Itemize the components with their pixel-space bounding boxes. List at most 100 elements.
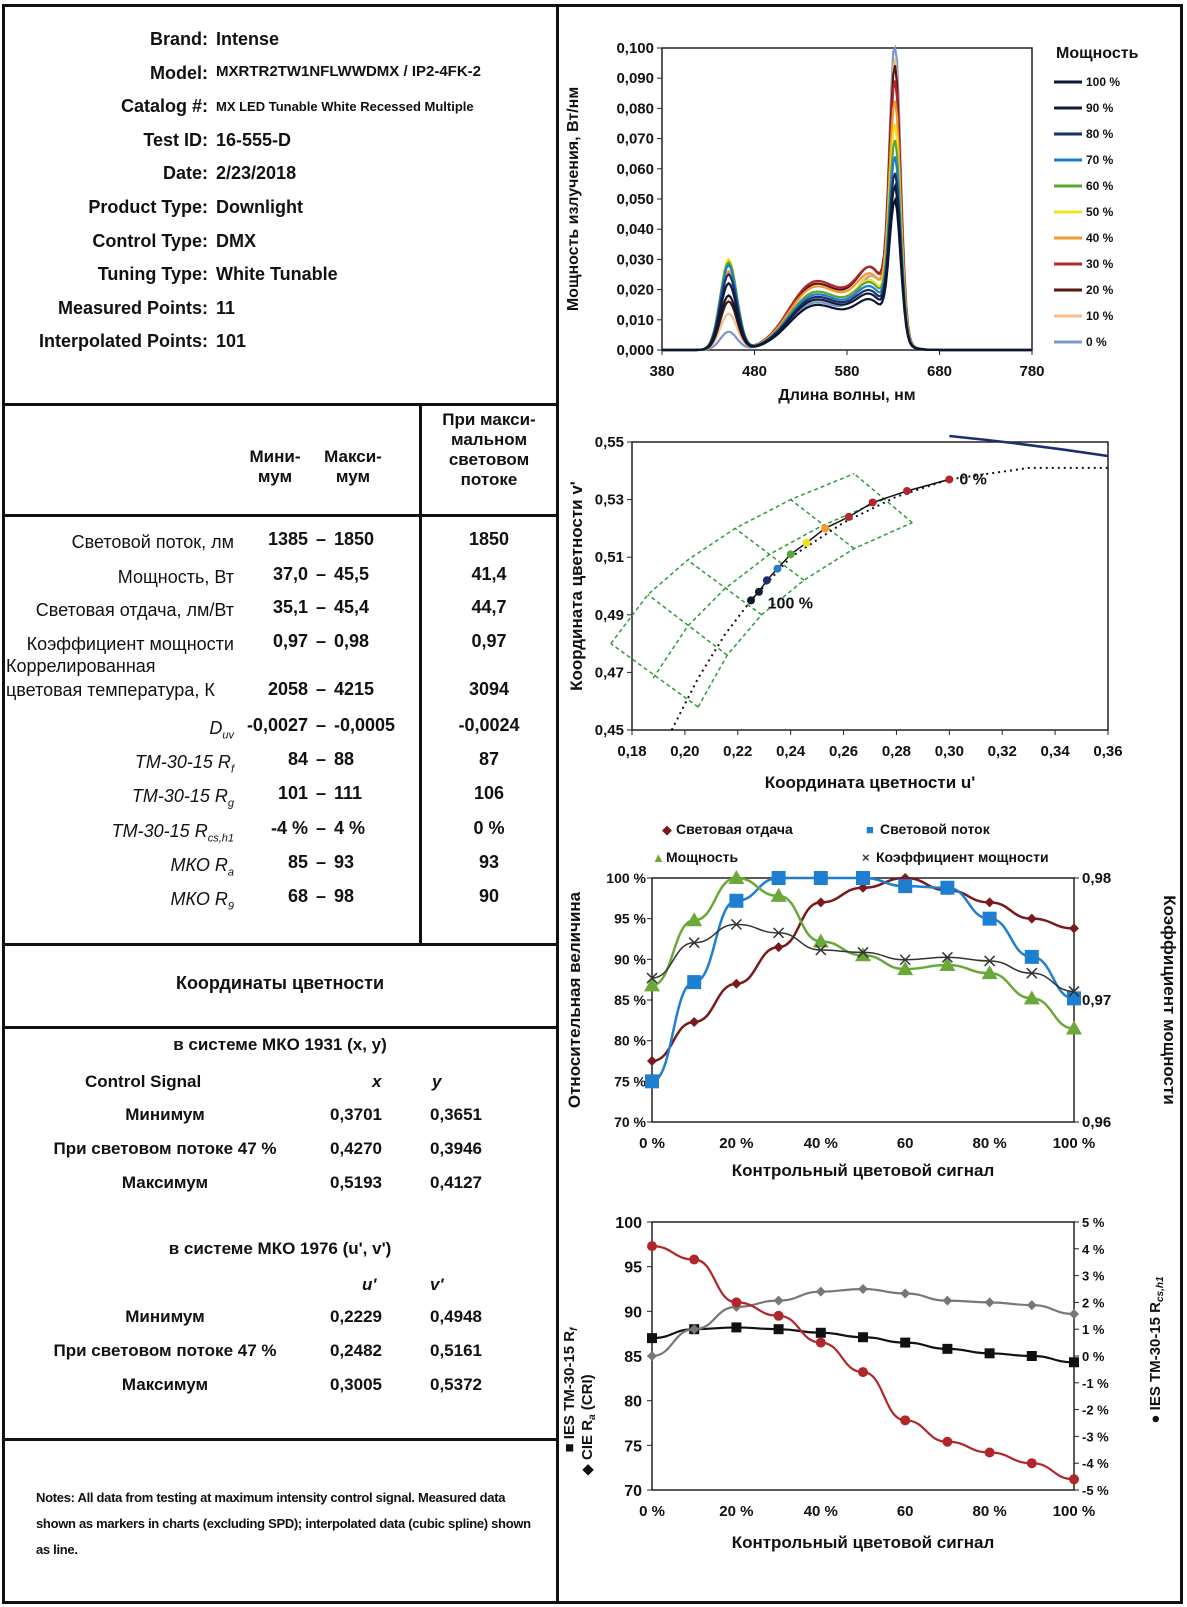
info-label: Measured Points:	[57, 297, 208, 318]
metric-label-sub: 9	[227, 900, 234, 913]
y2-tick-label: 1 %	[1082, 1322, 1105, 1337]
data-marker	[771, 871, 786, 885]
quadrangle-edge	[687, 559, 763, 616]
info-label: Model:	[150, 62, 208, 83]
plot-area	[651, 877, 1075, 1123]
data-marker	[815, 1327, 826, 1338]
metric-min: 85	[287, 852, 308, 872]
info-value: Downlight	[216, 197, 303, 217]
cie1931-row-x: 0,5193	[330, 1173, 382, 1192]
quadrangle-edge	[790, 499, 855, 550]
y-tick-label: 0,010	[616, 312, 654, 329]
data-marker	[1068, 985, 1080, 997]
metric-min: -0,0027	[246, 715, 308, 735]
cie1976-row-u: 0,2482	[330, 1341, 382, 1360]
y-tick-label: 70 %	[614, 1114, 646, 1130]
metric-max: 88	[334, 749, 355, 769]
x-tick-label: 0,36	[1093, 743, 1122, 760]
y-axis-label-ra-cri: (CRI)	[579, 1374, 596, 1414]
cie1931-row-y: 0,3651	[430, 1105, 482, 1124]
metric-sep: –	[315, 783, 326, 803]
y-tick-label: 0,050	[616, 191, 654, 208]
y-axis-label: Относительная величина	[565, 891, 584, 1108]
metric-label-sub: uv	[222, 729, 234, 742]
metric-label: Коэффициент мощности	[6, 632, 234, 656]
data-marker	[900, 1337, 911, 1348]
cie1976-row-label: Минимум	[125, 1307, 205, 1326]
metric-label-sub: f	[230, 763, 234, 776]
legend-marker: ■	[866, 822, 874, 837]
y2-tick-label: 4 %	[1082, 1242, 1105, 1257]
x-tick-label: 0,34	[1041, 743, 1071, 760]
metric-max: 4215	[334, 679, 375, 699]
data-marker	[856, 871, 870, 885]
legend-label: Световая отдача	[676, 821, 793, 837]
legend-label: 40 %	[1086, 231, 1114, 245]
quadrangle-mid	[652, 498, 884, 679]
legend-label: 70 %	[1086, 153, 1114, 167]
spectrum-locus	[949, 434, 1109, 458]
metric-max: 4 %	[334, 818, 366, 838]
cie1931-row-x: 0,3701	[330, 1105, 382, 1124]
x-tick-label: 100 %	[1053, 1135, 1096, 1152]
divider-metrics-header	[2, 514, 558, 517]
data-marker	[731, 1322, 742, 1333]
y2-tick-label: 3 %	[1082, 1269, 1105, 1284]
metric-max: 1850	[334, 529, 375, 549]
y-tick-label: 75 %	[614, 1073, 646, 1089]
cie1976-col-v: v'	[430, 1275, 444, 1294]
y-axis-label-ra: ◆ CIE Ra (CRI)	[579, 1374, 598, 1475]
metric-at-max: 90	[478, 886, 500, 906]
x-tick-label: 780	[1019, 363, 1044, 380]
metric-sep: –	[315, 564, 326, 584]
chromaticity-point	[903, 486, 912, 495]
series-line	[651, 876, 1075, 1083]
legend-label: 60 %	[1086, 179, 1114, 193]
spec-sheet	[2, 4, 1183, 1604]
data-marker	[981, 965, 998, 980]
y-tick-label: 0,53	[595, 492, 624, 509]
chromaticity-point	[945, 475, 954, 484]
y2-tick-label: 0,98	[1082, 870, 1111, 887]
metric-label: Мощность, Вт	[6, 565, 234, 589]
y-tick-label: 0,45	[595, 722, 624, 739]
cie1976-col-u: u'	[362, 1275, 377, 1294]
cie1976-row-u: 0,2229	[330, 1307, 382, 1326]
metric-label-text: TM-30-15 R	[131, 786, 228, 806]
data-marker	[939, 957, 956, 972]
data-marker	[689, 1324, 700, 1335]
data-marker	[1026, 913, 1037, 924]
metric-max: 0,98	[334, 631, 370, 651]
y-tick-label: 0,100	[616, 40, 654, 57]
label-100-percent: 100 %	[768, 595, 813, 612]
info-value: White Tunable	[216, 264, 338, 285]
cie1931-col-x: x	[372, 1072, 382, 1091]
data-marker	[942, 1436, 953, 1447]
y2-tick-label: 0,97	[1082, 992, 1111, 1009]
label-0-percent: 0 %	[959, 471, 987, 488]
chromaticity-chart: 0,45 0,47 0,49 0,51 0,53 0,55 0,18 0,20 0,22 0,24…	[567, 434, 1123, 792]
chromaticity-point	[844, 512, 853, 521]
x-tick-label: 40 %	[804, 1503, 838, 1520]
metric-min: 35,1	[272, 597, 308, 617]
data-marker	[731, 1297, 742, 1308]
metric-sep: –	[315, 818, 326, 838]
y-tick-label: 80 %	[614, 1033, 646, 1049]
data-marker	[647, 1333, 657, 1344]
y2-axis-label: Коэффициент мощности	[1160, 895, 1179, 1105]
y-tick-label: 0,000	[616, 342, 654, 359]
legend-label: Мощность	[666, 849, 738, 865]
data-marker	[770, 887, 787, 902]
x-tick-label: 0,32	[988, 743, 1017, 760]
data-marker	[815, 1286, 826, 1297]
metric-label-text: Световой поток, лм	[71, 532, 234, 552]
info-label: Tuning Type:	[97, 264, 208, 285]
x-axis-label: Контрольный цветовой сигнал	[732, 1161, 995, 1180]
x-tick-label: 100 %	[1053, 1503, 1096, 1520]
data-marker	[728, 870, 745, 884]
y2-tick-label: 0 %	[1082, 1349, 1105, 1364]
metric-max: 45,4	[334, 597, 370, 617]
info-label: Date:	[162, 163, 208, 184]
chromaticity-point	[747, 596, 755, 605]
x-tick-label: 40 %	[804, 1135, 838, 1152]
